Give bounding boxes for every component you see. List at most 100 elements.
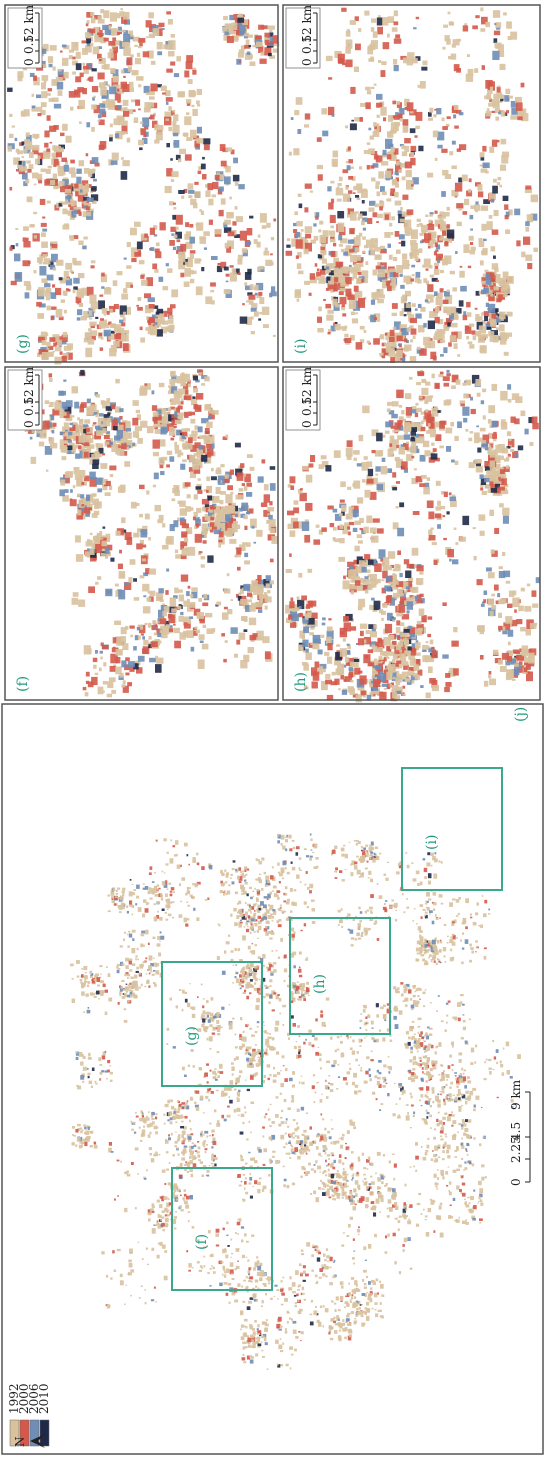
urban-patch <box>334 277 338 282</box>
urban-patch <box>346 161 349 163</box>
urban-patch <box>299 983 301 985</box>
urban-patch <box>359 560 365 568</box>
urban-patch <box>300 493 307 501</box>
urban-patch <box>351 167 355 169</box>
urban-patch <box>60 51 63 53</box>
urban-patch <box>492 384 498 391</box>
urban-patch <box>235 206 238 210</box>
urban-patch <box>137 627 140 630</box>
urban-patch <box>490 319 496 327</box>
urban-patch <box>99 321 106 328</box>
urban-patch <box>124 583 129 586</box>
urban-patch <box>52 284 55 287</box>
urban-patch <box>64 310 67 314</box>
urban-patch <box>234 654 238 658</box>
urban-patch <box>467 54 470 57</box>
urban-patch <box>244 526 247 530</box>
urban-patch <box>137 242 143 250</box>
urban-patch <box>446 373 450 376</box>
urban-patch <box>53 343 57 347</box>
urban-patch <box>488 103 493 107</box>
urban-patch <box>256 602 263 608</box>
urban-patch <box>349 522 354 525</box>
urban-patch <box>479 325 486 333</box>
urban-patch <box>361 691 367 696</box>
urban-patch <box>118 564 123 569</box>
urban-patch <box>444 492 448 497</box>
urban-patch <box>78 445 81 449</box>
urban-patch <box>404 434 410 439</box>
urban-patch <box>130 626 135 629</box>
urban-patch <box>362 200 365 204</box>
urban-patch <box>186 231 191 237</box>
urban-patch <box>425 299 429 302</box>
urban-patch <box>152 620 156 625</box>
urban-patch <box>451 166 457 170</box>
urban-patch <box>505 229 510 234</box>
urban-patch <box>357 586 363 591</box>
urban-patch <box>375 132 378 135</box>
urban-patch <box>304 281 310 285</box>
urban-patch <box>93 665 97 669</box>
urban-patch <box>77 317 81 320</box>
urban-patch <box>104 330 111 337</box>
urban-patch <box>371 18 376 22</box>
urban-patch <box>184 396 191 401</box>
urban-patch <box>477 448 481 453</box>
urban-patch <box>480 428 486 432</box>
urban-patch <box>411 446 417 454</box>
urban-patch <box>230 213 233 217</box>
urban-patch <box>174 641 181 649</box>
urban-patch <box>212 194 216 197</box>
urban-patch <box>98 300 105 309</box>
urban-patch <box>308 995 310 996</box>
urban-patch <box>117 430 124 439</box>
urban-patch <box>342 304 345 307</box>
urban-patch <box>375 642 378 646</box>
urban-patch <box>143 51 149 57</box>
urban-patch <box>100 993 103 996</box>
urban-patch <box>73 278 79 284</box>
urban-patch <box>371 598 375 601</box>
urban-patch <box>296 221 302 226</box>
urban-patch <box>463 418 467 423</box>
urban-patch <box>181 575 188 582</box>
urban-patch <box>425 396 432 402</box>
urban-patch <box>370 528 377 534</box>
urban-patch <box>111 160 118 165</box>
urban-patch <box>143 595 146 597</box>
urban-patch <box>367 142 371 145</box>
urban-patch <box>443 300 449 304</box>
urban-patch <box>170 227 176 232</box>
urban-patch <box>293 507 299 513</box>
urban-patch <box>109 486 112 491</box>
urban-patch <box>364 11 369 16</box>
urban-patch <box>210 290 214 292</box>
urban-patch <box>111 444 118 452</box>
urban-patch <box>432 374 435 379</box>
urban-patch <box>373 122 377 127</box>
urban-patch <box>200 238 207 244</box>
urban-patch <box>482 491 487 495</box>
urban-patch <box>492 314 497 319</box>
urban-patch <box>18 75 23 81</box>
urban-patch <box>101 273 105 277</box>
urban-patch <box>491 199 495 203</box>
urban-patch <box>395 34 400 38</box>
urban-patch <box>521 411 526 417</box>
urban-patch <box>100 9 104 13</box>
urban-patch <box>342 313 346 316</box>
urban-patch <box>497 593 500 597</box>
urban-patch <box>166 119 170 121</box>
urban-patch <box>374 563 382 572</box>
urban-patch <box>450 500 457 507</box>
urban-patch <box>329 285 335 290</box>
urban-patch <box>443 376 450 381</box>
urban-patch <box>305 503 312 511</box>
urban-patch <box>166 69 173 73</box>
urban-patch <box>104 38 109 42</box>
urban-patch <box>495 445 501 450</box>
urban-patch <box>203 138 211 144</box>
urban-patch <box>405 571 411 579</box>
urban-patch <box>462 407 469 416</box>
